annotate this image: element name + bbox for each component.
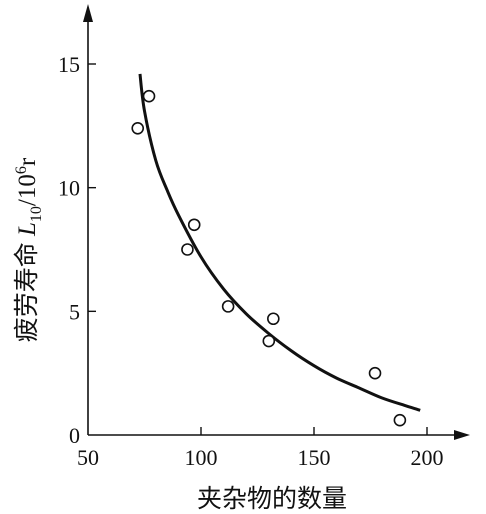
- data-point: [393, 413, 407, 427]
- y-tick-label: 0: [69, 423, 80, 448]
- x-tick-label: 200: [411, 445, 444, 470]
- data-point: [262, 334, 276, 348]
- x-axis-arrow: [454, 430, 470, 440]
- y-axis-title-prefix: 疲劳寿命: [13, 236, 41, 342]
- y-axis-arrow: [83, 4, 93, 22]
- y-axis-title-var: L: [14, 222, 41, 237]
- y-axis-title-sup: 6: [13, 166, 30, 174]
- points-layer: [131, 89, 407, 427]
- y-axis-title-sub: 10: [28, 206, 45, 222]
- y-axis-title-mid: /10: [14, 174, 41, 206]
- x-tick-label: 150: [298, 445, 331, 470]
- data-point: [142, 89, 156, 103]
- data-point: [181, 243, 194, 256]
- y-tick-label: 15: [58, 52, 80, 77]
- ticks: 50 100 150 200 0 5 10 15: [58, 52, 444, 470]
- x-tick-label: 100: [185, 445, 218, 470]
- data-point: [187, 218, 201, 232]
- data-point: [267, 312, 280, 326]
- y-axis-title: 疲劳寿命 L10/106r: [13, 157, 45, 342]
- data-point: [368, 366, 382, 380]
- axes: [83, 4, 470, 440]
- fit-curve: [138, 73, 421, 412]
- curve-layer: [138, 73, 421, 412]
- x-axis-title: 夹杂物的数量: [197, 485, 347, 513]
- x-tick-label: 50: [77, 445, 99, 470]
- y-axis-title-unit: r: [14, 157, 41, 166]
- data-point: [221, 300, 235, 313]
- y-tick-label: 5: [69, 299, 80, 324]
- y-tick-label: 10: [58, 176, 80, 201]
- data-point: [131, 122, 145, 135]
